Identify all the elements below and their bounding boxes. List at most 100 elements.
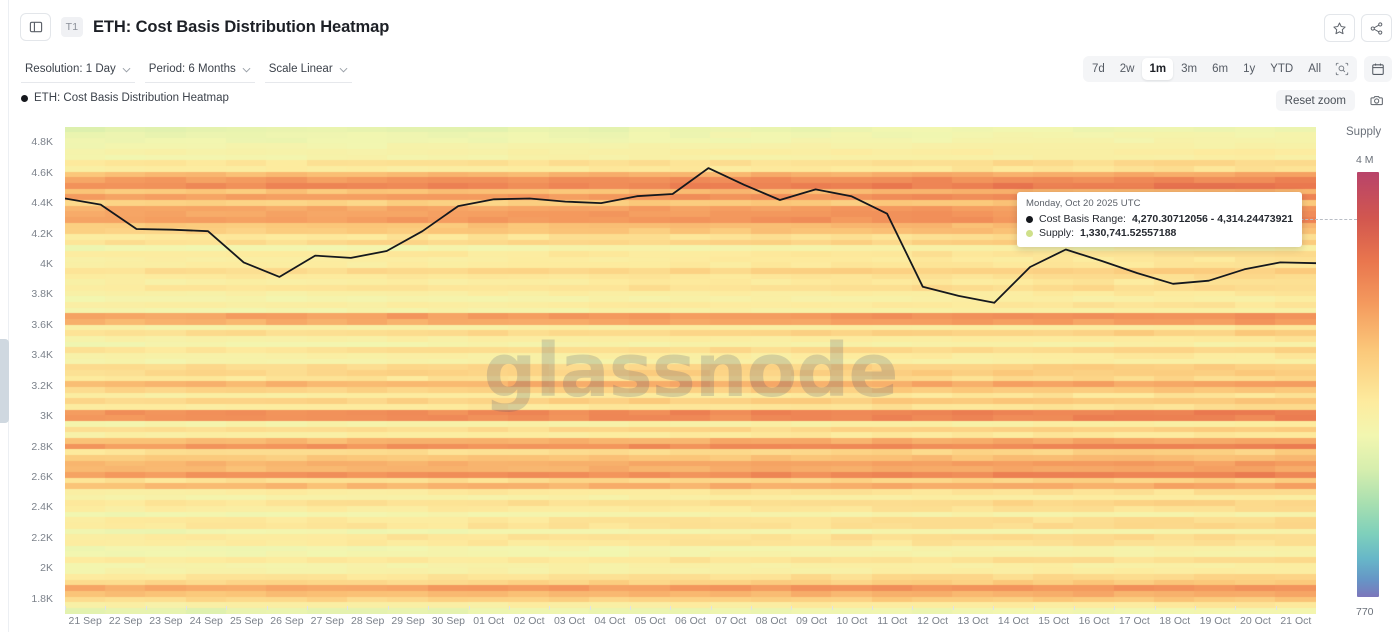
y-axis-tick: 2.4K bbox=[31, 501, 53, 514]
x-axis-tick: 16 Oct bbox=[1078, 615, 1110, 627]
x-axis-tick: 13 Oct bbox=[957, 615, 989, 627]
scale-dropdown[interactable]: Scale Linear bbox=[264, 58, 352, 83]
x-axis-tickmark bbox=[549, 606, 551, 610]
chart-container: 4.8K 4.6K 4.4K 4.2K 4K 3.8K 3.6K 3.4K 3.2K 3K 2.8K… bbox=[9, 112, 1400, 632]
time-range-group: 7d 2w 1m 3m 6m 1y YTD All bbox=[1082, 56, 1357, 82]
x-axis-tick: 23 Sep bbox=[149, 615, 183, 627]
x-axis-tickmark bbox=[1235, 606, 1237, 610]
star-icon[interactable] bbox=[1324, 14, 1355, 42]
period-label: Period: 6 Months bbox=[148, 63, 236, 75]
x-axis-tick: 22 Sep bbox=[108, 615, 143, 627]
x-axis-tick: 21 Oct bbox=[1280, 615, 1312, 627]
x-axis-tickmark bbox=[872, 606, 874, 610]
x-axis-tickmark bbox=[226, 606, 228, 610]
x-axis-tick: 27 Sep bbox=[310, 615, 344, 627]
range-1m[interactable]: 1m bbox=[1142, 58, 1174, 80]
x-axis-tick: 05 Oct bbox=[634, 615, 666, 627]
x-axis-tick: 30 Sep bbox=[431, 615, 465, 627]
range-2w[interactable]: 2w bbox=[1113, 58, 1142, 80]
x-axis-tickmark bbox=[1114, 606, 1116, 610]
x-axis-tickmark bbox=[307, 606, 309, 610]
y-axis: 4.8K 4.6K 4.4K 4.2K 4K 3.8K 3.6K 3.4K 3.2K 3K 2.8K… bbox=[9, 127, 61, 614]
x-axis-tickmark bbox=[508, 606, 510, 610]
x-axis-tickmark bbox=[1194, 606, 1196, 610]
y-axis-tick: 4.6K bbox=[31, 166, 53, 179]
page-title: ETH: Cost Basis Distribution Heatmap bbox=[93, 17, 390, 36]
chart-tooltip: Monday, Oct 20 2025 UTC Cost Basis Range… bbox=[1017, 192, 1303, 247]
x-axis-tickmark bbox=[589, 606, 591, 610]
legend-item-series[interactable]: ETH: Cost Basis Distribution Heatmap bbox=[21, 92, 229, 104]
y-axis-tick: 3K bbox=[40, 410, 53, 423]
x-axis-tickmark bbox=[993, 606, 995, 610]
tooltip-date: Monday, Oct 20 2025 UTC bbox=[1026, 198, 1141, 209]
share-icon[interactable] bbox=[1361, 14, 1392, 42]
chart-option-controls: Resolution: 1 Day Period: 6 Months Scale… bbox=[21, 58, 352, 83]
y-axis-tick: 1.8K bbox=[31, 592, 53, 605]
tooltip-marker-icon bbox=[1026, 215, 1033, 223]
chevron-down-icon bbox=[122, 60, 131, 78]
range-6m[interactable]: 6m bbox=[1205, 58, 1235, 80]
x-axis-tickmark bbox=[791, 606, 793, 610]
x-axis-tickmark bbox=[347, 606, 349, 610]
range-1y[interactable]: 1y bbox=[1236, 58, 1262, 80]
x-axis-tick: 24 Sep bbox=[189, 615, 223, 627]
y-axis-tick: 2.6K bbox=[31, 471, 53, 484]
reset-zoom-button[interactable]: Reset zoom bbox=[1275, 90, 1355, 111]
y-axis-tick: 3.8K bbox=[31, 288, 53, 301]
legend-dot-icon bbox=[21, 94, 28, 102]
app-header: T1 ETH: Cost Basis Distribution Heatmap bbox=[9, 0, 1400, 55]
tooltip-supply-label: Supply: bbox=[1039, 227, 1075, 239]
panel-left-icon[interactable] bbox=[20, 13, 51, 41]
x-axis-tickmark bbox=[1154, 606, 1156, 610]
range-all[interactable]: All bbox=[1301, 58, 1328, 80]
x-axis-tick: 17 Oct bbox=[1118, 615, 1150, 627]
time-range-controls: 7d 2w 1m 3m 6m 1y YTD All bbox=[1082, 56, 1392, 82]
x-axis-tick: 04 Oct bbox=[594, 615, 626, 627]
x-axis-tickmark bbox=[105, 606, 107, 610]
x-axis-tickmark bbox=[1073, 606, 1075, 610]
x-axis-tick: 19 Oct bbox=[1199, 615, 1231, 627]
x-axis-tick: 07 Oct bbox=[715, 615, 747, 627]
x-axis-tick: 12 Oct bbox=[917, 615, 949, 627]
tooltip-row-supply: Supply: 1,330,741.52557188 bbox=[1026, 226, 1293, 240]
x-axis-tickmark bbox=[145, 606, 147, 610]
x-axis-tick: 26 Sep bbox=[270, 615, 304, 627]
scale-label: Scale Linear bbox=[268, 63, 333, 75]
legend-series-label: ETH: Cost Basis Distribution Heatmap bbox=[34, 92, 229, 104]
resolution-dropdown[interactable]: Resolution: 1 Day bbox=[21, 58, 135, 83]
x-axis-tick: 11 Oct bbox=[877, 615, 908, 627]
x-axis-tick: 01 Oct bbox=[473, 615, 505, 627]
header-right-group bbox=[1324, 14, 1392, 42]
x-axis-tickmark bbox=[710, 606, 712, 610]
range-ytd[interactable]: YTD bbox=[1263, 58, 1300, 80]
tooltip-row-cost-basis: Cost Basis Range: 4,270.30712056 - 4,314… bbox=[1026, 212, 1293, 226]
x-axis-tick: 08 Oct bbox=[755, 615, 787, 627]
x-axis-tick: 18 Oct bbox=[1159, 615, 1191, 627]
x-axis-tick: 29 Sep bbox=[391, 615, 425, 627]
x-axis-tickmark bbox=[428, 606, 430, 610]
x-axis-tickmark bbox=[751, 606, 753, 610]
range-3m[interactable]: 3m bbox=[1174, 58, 1204, 80]
calendar-icon[interactable] bbox=[1364, 56, 1392, 82]
x-axis-tickmark bbox=[1033, 606, 1035, 610]
tooltip-cost-basis-value: 4,270.30712056 - 4,314.24473921 bbox=[1131, 213, 1294, 225]
colorbar-max-label: 4 M bbox=[1356, 154, 1374, 166]
colorbar-gradient bbox=[1357, 172, 1379, 597]
period-dropdown[interactable]: Period: 6 Months bbox=[144, 58, 255, 83]
sidebar-drag-handle[interactable] bbox=[0, 339, 9, 423]
x-axis-tick: 28 Sep bbox=[351, 615, 385, 627]
chevron-down-icon bbox=[242, 60, 251, 78]
x-axis-tick: 06 Oct bbox=[675, 615, 706, 627]
camera-icon[interactable] bbox=[1365, 89, 1389, 112]
range-7d[interactable]: 7d bbox=[1085, 58, 1112, 80]
zoom-select-icon[interactable] bbox=[1329, 58, 1355, 80]
header-left-group: T1 ETH: Cost Basis Distribution Heatmap bbox=[20, 13, 389, 41]
tooltip-marker-icon bbox=[1026, 229, 1033, 237]
x-axis-tick: 02 Oct bbox=[513, 615, 545, 627]
y-axis-tick: 2K bbox=[40, 562, 53, 575]
x-axis-tickmark bbox=[266, 606, 268, 610]
tier-badge: T1 bbox=[61, 17, 83, 37]
chart-toolbar: Resolution: 1 Day Period: 6 Months Scale… bbox=[9, 54, 1400, 86]
y-axis-tick: 2.2K bbox=[31, 531, 53, 544]
